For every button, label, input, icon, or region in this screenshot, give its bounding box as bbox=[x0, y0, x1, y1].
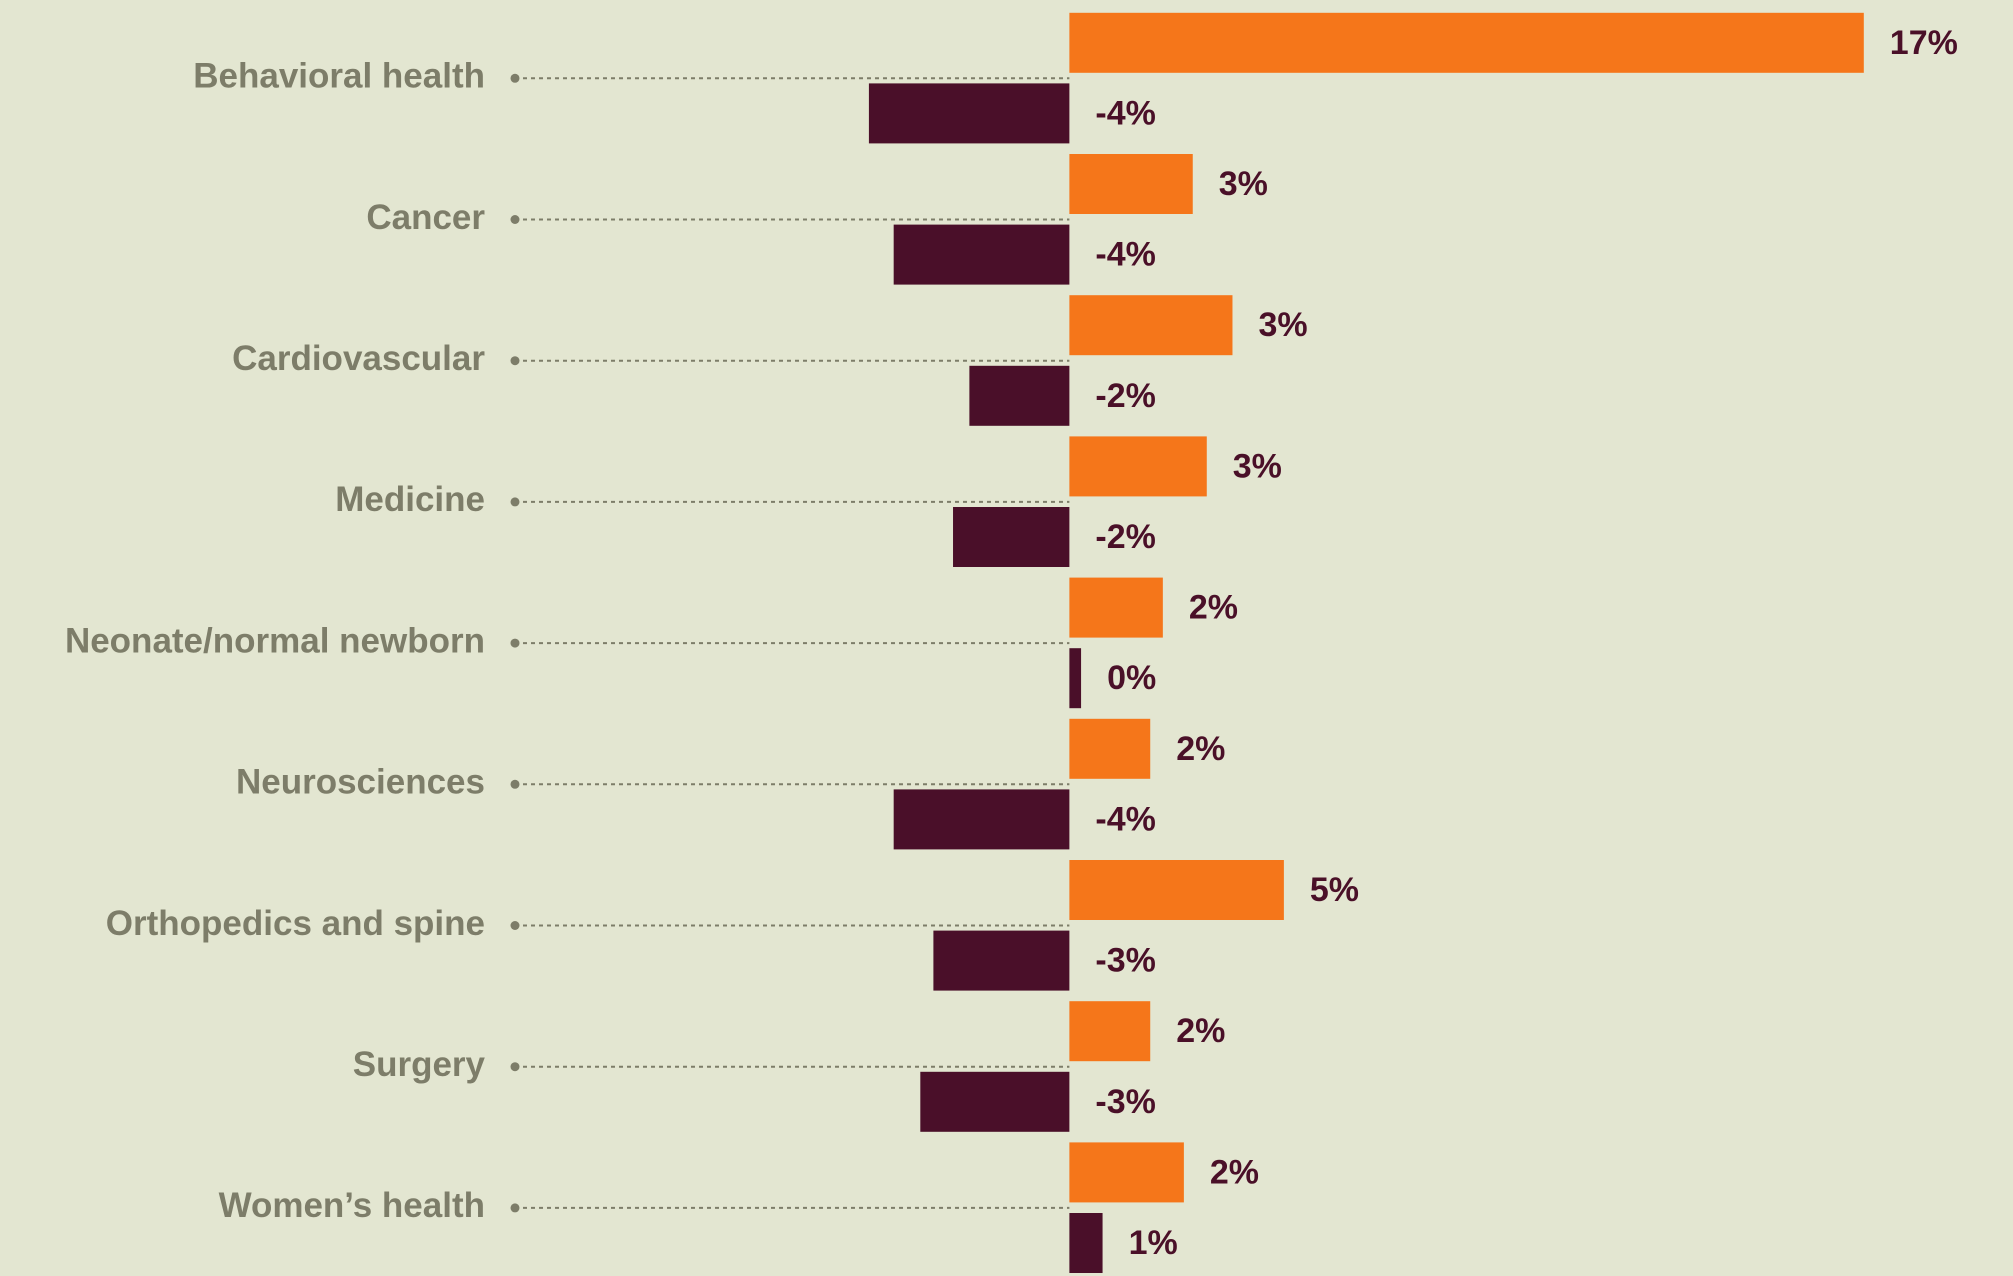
category-label: Behavioral health bbox=[193, 57, 485, 96]
bar bbox=[868, 83, 1070, 144]
bar bbox=[1069, 718, 1151, 779]
bar bbox=[1069, 436, 1207, 497]
value-label: 2% bbox=[1176, 730, 1225, 768]
value-label: 2% bbox=[1210, 1153, 1259, 1191]
bar bbox=[1069, 295, 1233, 356]
bar bbox=[1069, 1001, 1151, 1062]
bar bbox=[969, 365, 1070, 426]
bar bbox=[933, 930, 1070, 991]
value-label: -3% bbox=[1095, 942, 1155, 980]
bar bbox=[1069, 12, 1864, 73]
category-label: Cardiovascular bbox=[232, 339, 485, 378]
value-label: 3% bbox=[1219, 165, 1268, 203]
category-label: Cancer bbox=[366, 198, 485, 237]
category-label: Neurosciences bbox=[236, 763, 485, 802]
bar bbox=[920, 1071, 1070, 1132]
bar bbox=[893, 224, 1070, 285]
bar bbox=[953, 507, 1070, 567]
value-label: -2% bbox=[1095, 518, 1155, 556]
value-label: 3% bbox=[1258, 306, 1307, 344]
value-label: -4% bbox=[1095, 236, 1155, 274]
value-label: 2% bbox=[1189, 589, 1238, 627]
category-label: Surgery bbox=[353, 1045, 486, 1084]
value-label: -3% bbox=[1095, 1083, 1155, 1121]
bar bbox=[893, 789, 1070, 850]
value-label: 5% bbox=[1310, 871, 1359, 909]
bar bbox=[1069, 1213, 1103, 1273]
value-label: 17% bbox=[1890, 24, 1958, 62]
category-label: Neonate/normal newborn bbox=[65, 621, 485, 660]
category-label: Women’s health bbox=[219, 1186, 485, 1225]
value-label: 0% bbox=[1107, 659, 1156, 697]
bar bbox=[1069, 860, 1284, 920]
value-label: -4% bbox=[1095, 800, 1155, 838]
category-label: Orthopedics and spine bbox=[106, 904, 485, 943]
bar bbox=[1069, 577, 1163, 638]
value-label: 1% bbox=[1129, 1224, 1178, 1262]
bar bbox=[1069, 648, 1082, 709]
category-label: Medicine bbox=[335, 480, 485, 519]
value-label: 2% bbox=[1176, 1012, 1225, 1050]
bar bbox=[1069, 154, 1193, 214]
value-label: 3% bbox=[1233, 447, 1282, 485]
value-label: -4% bbox=[1095, 94, 1155, 132]
bar bbox=[1069, 1142, 1184, 1203]
value-label: -2% bbox=[1095, 377, 1155, 415]
